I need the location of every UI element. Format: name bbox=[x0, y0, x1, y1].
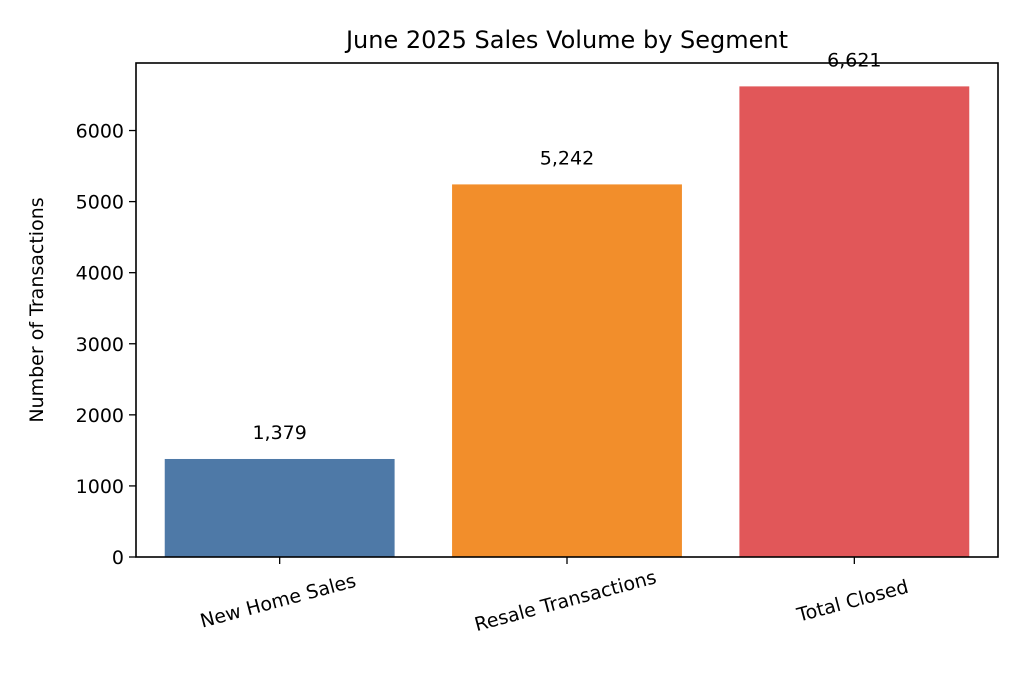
value-labels-group: 1,379 5,242 6,621 bbox=[252, 49, 881, 444]
bar-3 bbox=[739, 86, 970, 557]
y-axis-label: Number of Transactions bbox=[26, 197, 48, 422]
x-tick-label-3: Total Closed bbox=[794, 576, 911, 627]
plot-frame bbox=[135, 62, 999, 558]
bar-1 bbox=[164, 458, 395, 557]
chart-title: June 2025 Sales Volume by Segment bbox=[344, 26, 788, 54]
x-tick-label-1: New Home Sales bbox=[198, 570, 358, 633]
bar-2 bbox=[452, 184, 682, 557]
y-tick-label-1: 1000 bbox=[76, 476, 124, 498]
y-tick-label-5: 5000 bbox=[76, 192, 124, 214]
y-tick-label-6: 6000 bbox=[76, 121, 124, 143]
y-tick-label-0: 0 bbox=[112, 547, 124, 569]
y-tick-label-3: 3000 bbox=[76, 334, 124, 356]
value-label-3: 6,621 bbox=[827, 49, 881, 71]
bars-group bbox=[164, 86, 970, 557]
y-tick-label-2: 2000 bbox=[76, 405, 124, 427]
value-label-1: 1,379 bbox=[252, 422, 306, 444]
y-axis: 0 1000 2000 3000 4000 5000 6000 bbox=[76, 121, 136, 569]
x-axis: New Home Sales Resale Transactions Total C… bbox=[198, 557, 911, 636]
y-tick-label-4: 4000 bbox=[76, 263, 124, 285]
value-label-2: 5,242 bbox=[540, 147, 594, 169]
x-tick-label-2: Resale Transactions bbox=[472, 566, 659, 636]
